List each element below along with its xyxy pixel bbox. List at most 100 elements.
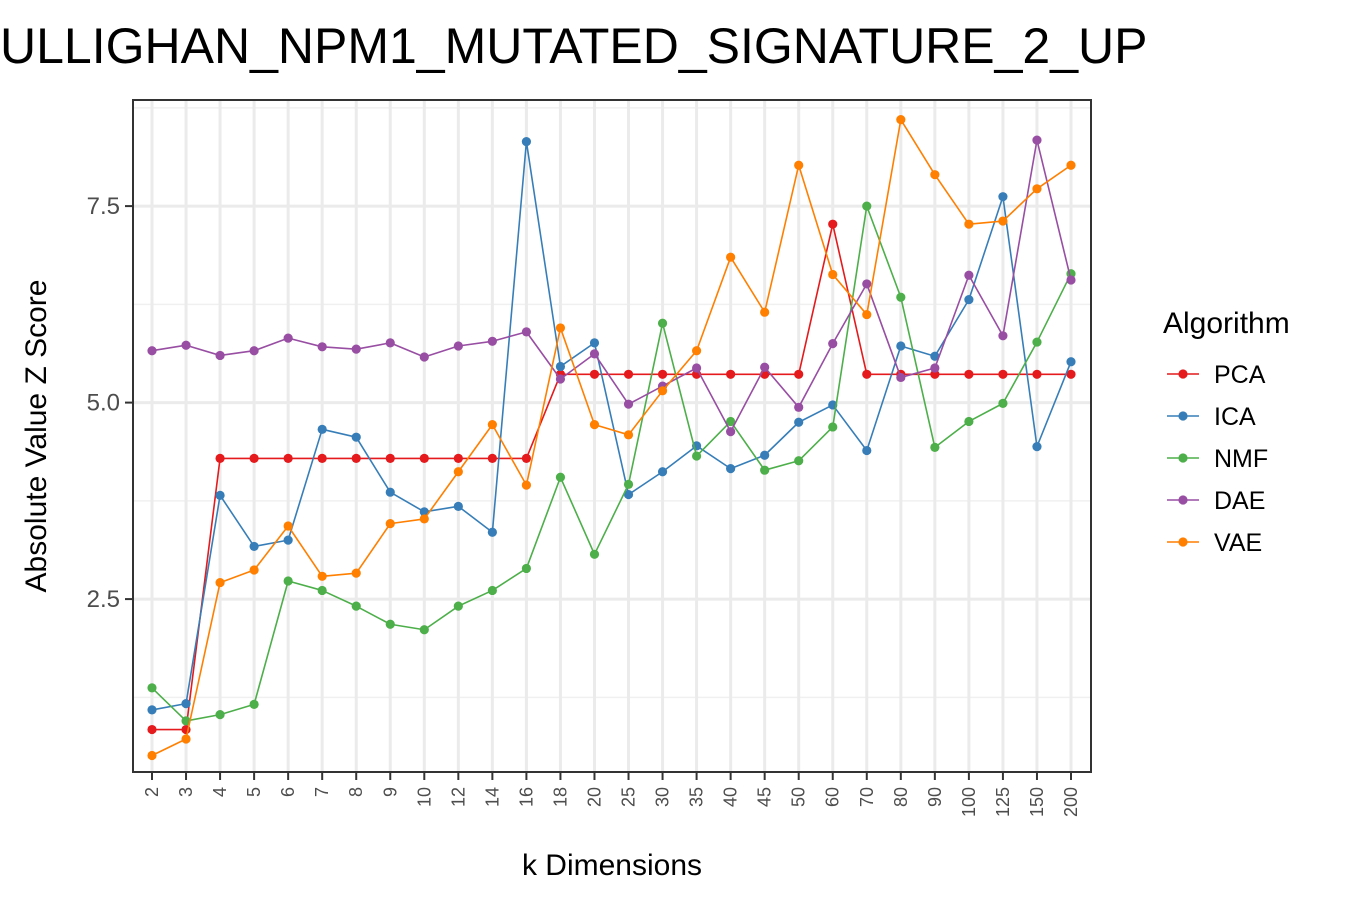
data-point-vae <box>385 519 395 529</box>
data-point-dae <box>828 339 838 349</box>
y-tick-label: 5.0 <box>87 390 120 417</box>
data-point-vae <box>419 514 429 524</box>
data-point-ica <box>283 535 293 545</box>
data-point-nmf <box>555 472 566 482</box>
data-point-ica <box>181 699 191 709</box>
y-axis: 2.5 5.0 7.5 <box>87 193 133 613</box>
data-point-vae <box>862 309 872 320</box>
data-point-nmf <box>317 585 327 596</box>
data-point-dae <box>351 344 361 354</box>
data-point-vae <box>555 323 566 333</box>
data-point-dae <box>249 346 259 356</box>
data-point-dae <box>964 270 974 280</box>
legend-item: PCA <box>1167 361 1266 389</box>
data-point-dae <box>1066 275 1076 285</box>
legend-key-point <box>1178 495 1188 505</box>
data-point-dae <box>862 279 872 289</box>
data-point-pca <box>998 369 1008 379</box>
y-tick-label: 7.5 <box>87 193 120 220</box>
data-point-dae <box>385 338 395 348</box>
y-axis-title: Absolute Value Z Score <box>20 280 53 593</box>
data-point-nmf <box>487 585 497 596</box>
series-line-vae <box>151 118 1072 757</box>
data-point-ica <box>623 489 634 500</box>
legend-item: NMF <box>1167 445 1268 473</box>
data-point-nmf <box>385 619 395 629</box>
data-point-vae <box>589 420 600 430</box>
data-point-vae <box>964 219 974 229</box>
data-point-nmf <box>453 601 463 611</box>
data-point-vae <box>487 420 497 430</box>
data-point-pca <box>283 453 293 463</box>
x-axis: 2 3 4 5 6 7 8 9 10 12 14 16 18 20 25 30 35 40 45 50 60 70 80 90… <box>142 772 1081 817</box>
data-point-pca <box>249 453 259 463</box>
data-point-nmf <box>657 318 668 328</box>
data-point-nmf <box>760 465 770 475</box>
data-point-dae <box>487 336 497 346</box>
legend-key-point <box>1178 369 1188 379</box>
data-point-ica <box>1032 442 1042 452</box>
data-point-nmf <box>147 683 157 693</box>
data-point-pca <box>147 724 157 735</box>
x-tick-label: 35 <box>687 787 707 807</box>
series-line-dae <box>151 139 1072 433</box>
data-point-pca <box>351 453 361 463</box>
data-point-dae <box>147 346 157 356</box>
data-point-pca <box>453 453 463 463</box>
data-point-nmf <box>930 442 940 452</box>
data-point-vae <box>147 750 157 761</box>
data-point-pca <box>521 453 532 463</box>
data-point-dae <box>419 352 429 362</box>
data-point-dae <box>794 402 804 412</box>
x-tick-label: 4 <box>210 787 230 797</box>
data-point-ica <box>862 445 872 456</box>
x-tick-label: 16 <box>516 787 536 807</box>
data-point-ica <box>351 432 361 442</box>
data-point-dae <box>521 327 532 337</box>
data-point-vae <box>896 115 906 125</box>
data-point-pca <box>487 453 497 463</box>
x-tick-label: 150 <box>1027 787 1047 817</box>
x-tick-label: 8 <box>346 787 366 797</box>
data-point-dae <box>623 399 634 409</box>
data-point-nmf <box>726 416 736 427</box>
data-point-nmf <box>964 416 974 427</box>
data-point-pca <box>964 369 974 379</box>
data-point-ica <box>896 341 906 351</box>
data-point-nmf <box>794 456 804 466</box>
x-tick-label: 60 <box>823 787 843 807</box>
data-point-vae <box>181 734 191 744</box>
data-point-nmf <box>215 710 225 720</box>
data-point-pca <box>794 369 804 379</box>
grid <box>133 100 1091 772</box>
data-point-ica <box>760 450 770 460</box>
data-point-ica <box>964 295 974 305</box>
x-tick-label: 3 <box>176 787 196 797</box>
data-point-ica <box>1066 357 1076 367</box>
data-point-pca <box>623 369 634 379</box>
y-tick-label: 2.5 <box>87 586 120 613</box>
x-tick-label: 125 <box>993 787 1013 817</box>
data-point-ica <box>521 137 532 147</box>
data-point-pca <box>215 453 225 463</box>
series-ica <box>147 137 1076 715</box>
chart-title: ULLIGHAN_NPM1_MUTATED_SIGNATURE_2_UP <box>0 18 1148 74</box>
data-point-nmf <box>283 576 293 586</box>
data-point-ica <box>589 338 600 348</box>
data-point-nmf <box>589 549 600 559</box>
data-point-ica <box>998 192 1008 202</box>
series-layer <box>147 115 1076 761</box>
data-point-dae <box>215 350 225 361</box>
legend-item: VAE <box>1167 529 1262 557</box>
data-point-nmf <box>998 398 1008 408</box>
data-point-ica <box>487 527 497 537</box>
x-tick-label: 90 <box>925 787 945 807</box>
data-point-dae <box>283 333 293 343</box>
data-point-nmf <box>691 451 702 461</box>
data-point-nmf <box>521 563 532 574</box>
data-point-vae <box>351 568 361 578</box>
data-point-nmf <box>181 716 191 726</box>
data-point-vae <box>317 571 327 581</box>
data-point-pca <box>930 369 940 379</box>
data-point-ica <box>555 361 566 372</box>
